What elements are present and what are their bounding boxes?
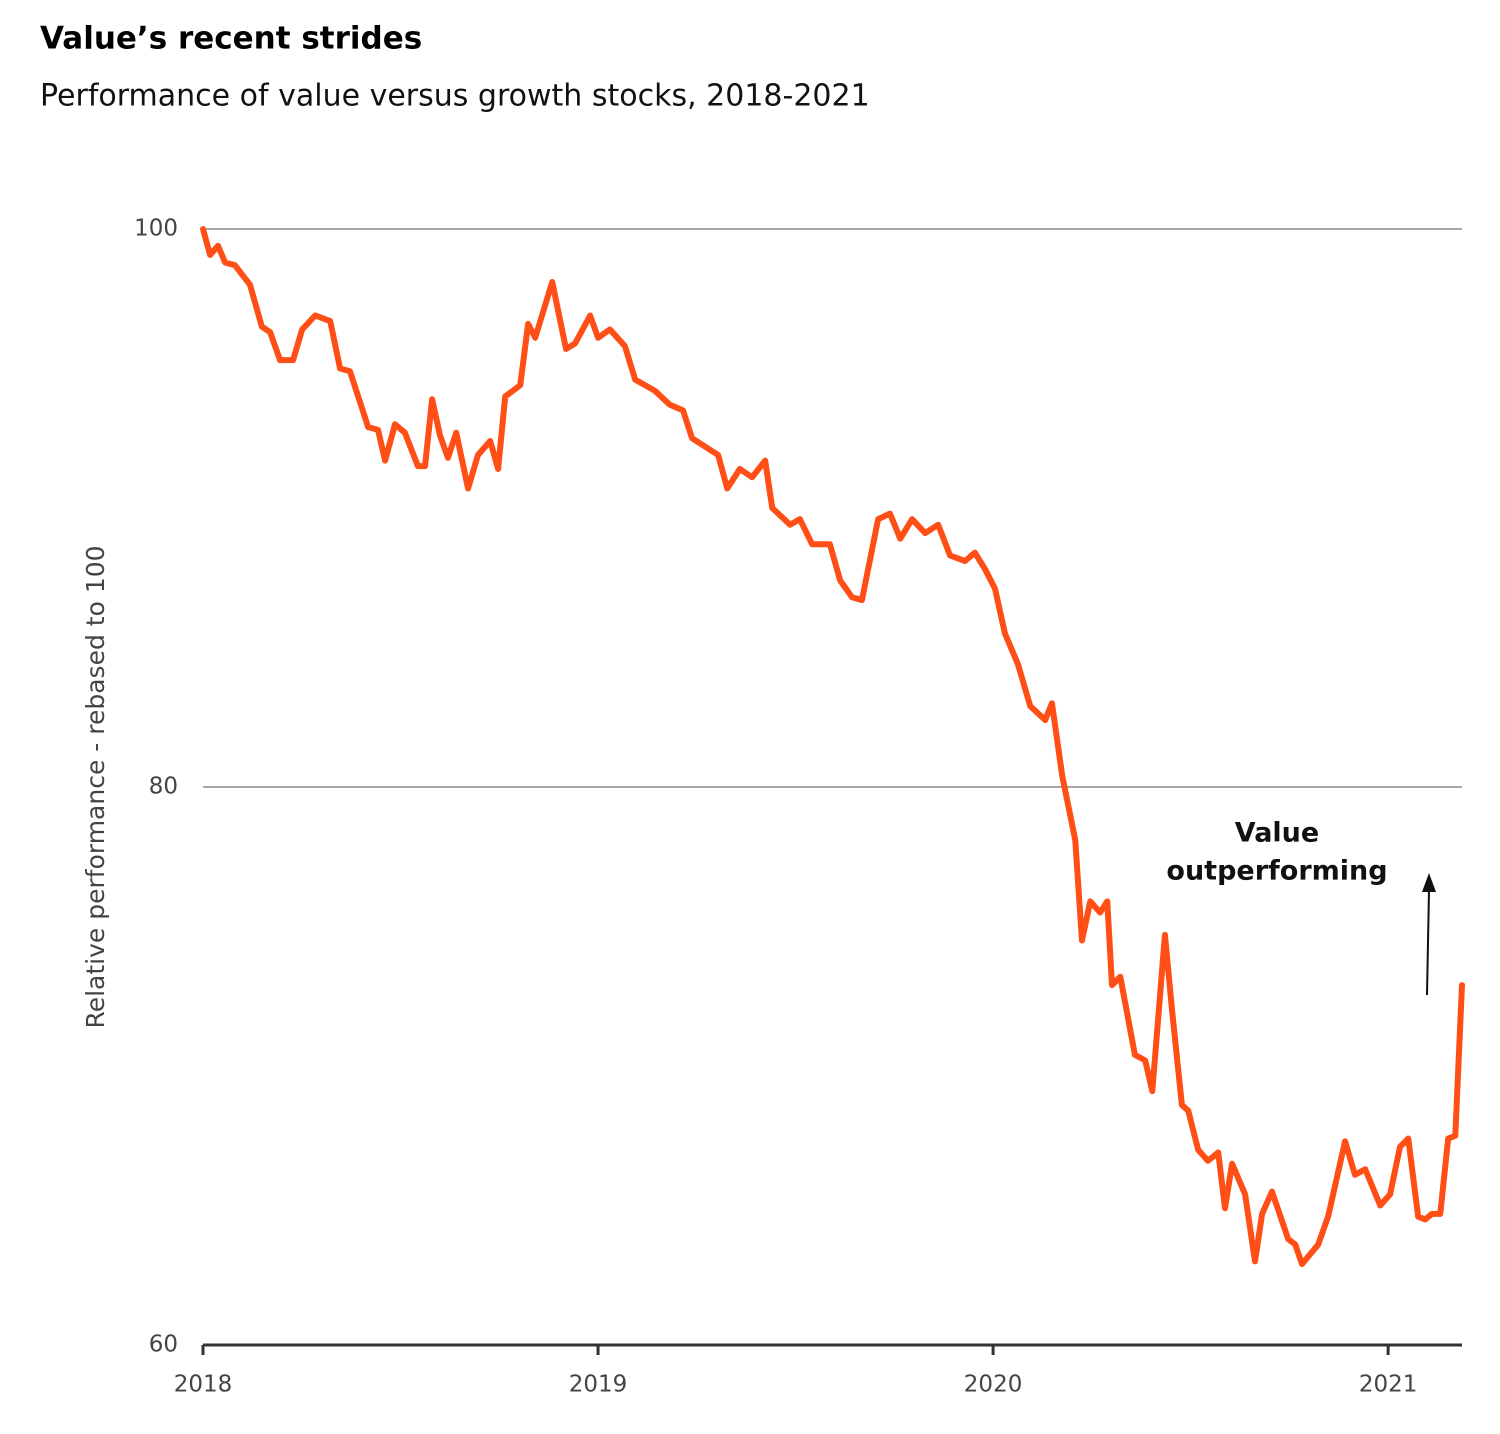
annotation: outperforming <box>1166 856 1387 887</box>
chart-title: Value’s recent strides <box>40 21 422 57</box>
y-axis-label: Relative performance - rebased to 100 <box>81 545 110 1028</box>
chart-subtitle: Performance of value versus growth stock… <box>40 79 870 114</box>
y-tick-label: 80 <box>149 774 178 800</box>
data-line <box>200 226 1465 1268</box>
y-tick-label: 100 <box>134 216 178 242</box>
annotation-arrowhead <box>1422 873 1436 892</box>
x-tick-label: 2019 <box>569 1372 628 1398</box>
x-tick-label: 2018 <box>174 1372 233 1398</box>
x-tick-label: 2020 <box>964 1372 1023 1398</box>
y-tick-label: 60 <box>149 1332 178 1358</box>
annotation: Value <box>1235 818 1319 849</box>
annotation-arrow <box>1426 889 1430 996</box>
x-tick-label: 2021 <box>1359 1372 1418 1398</box>
